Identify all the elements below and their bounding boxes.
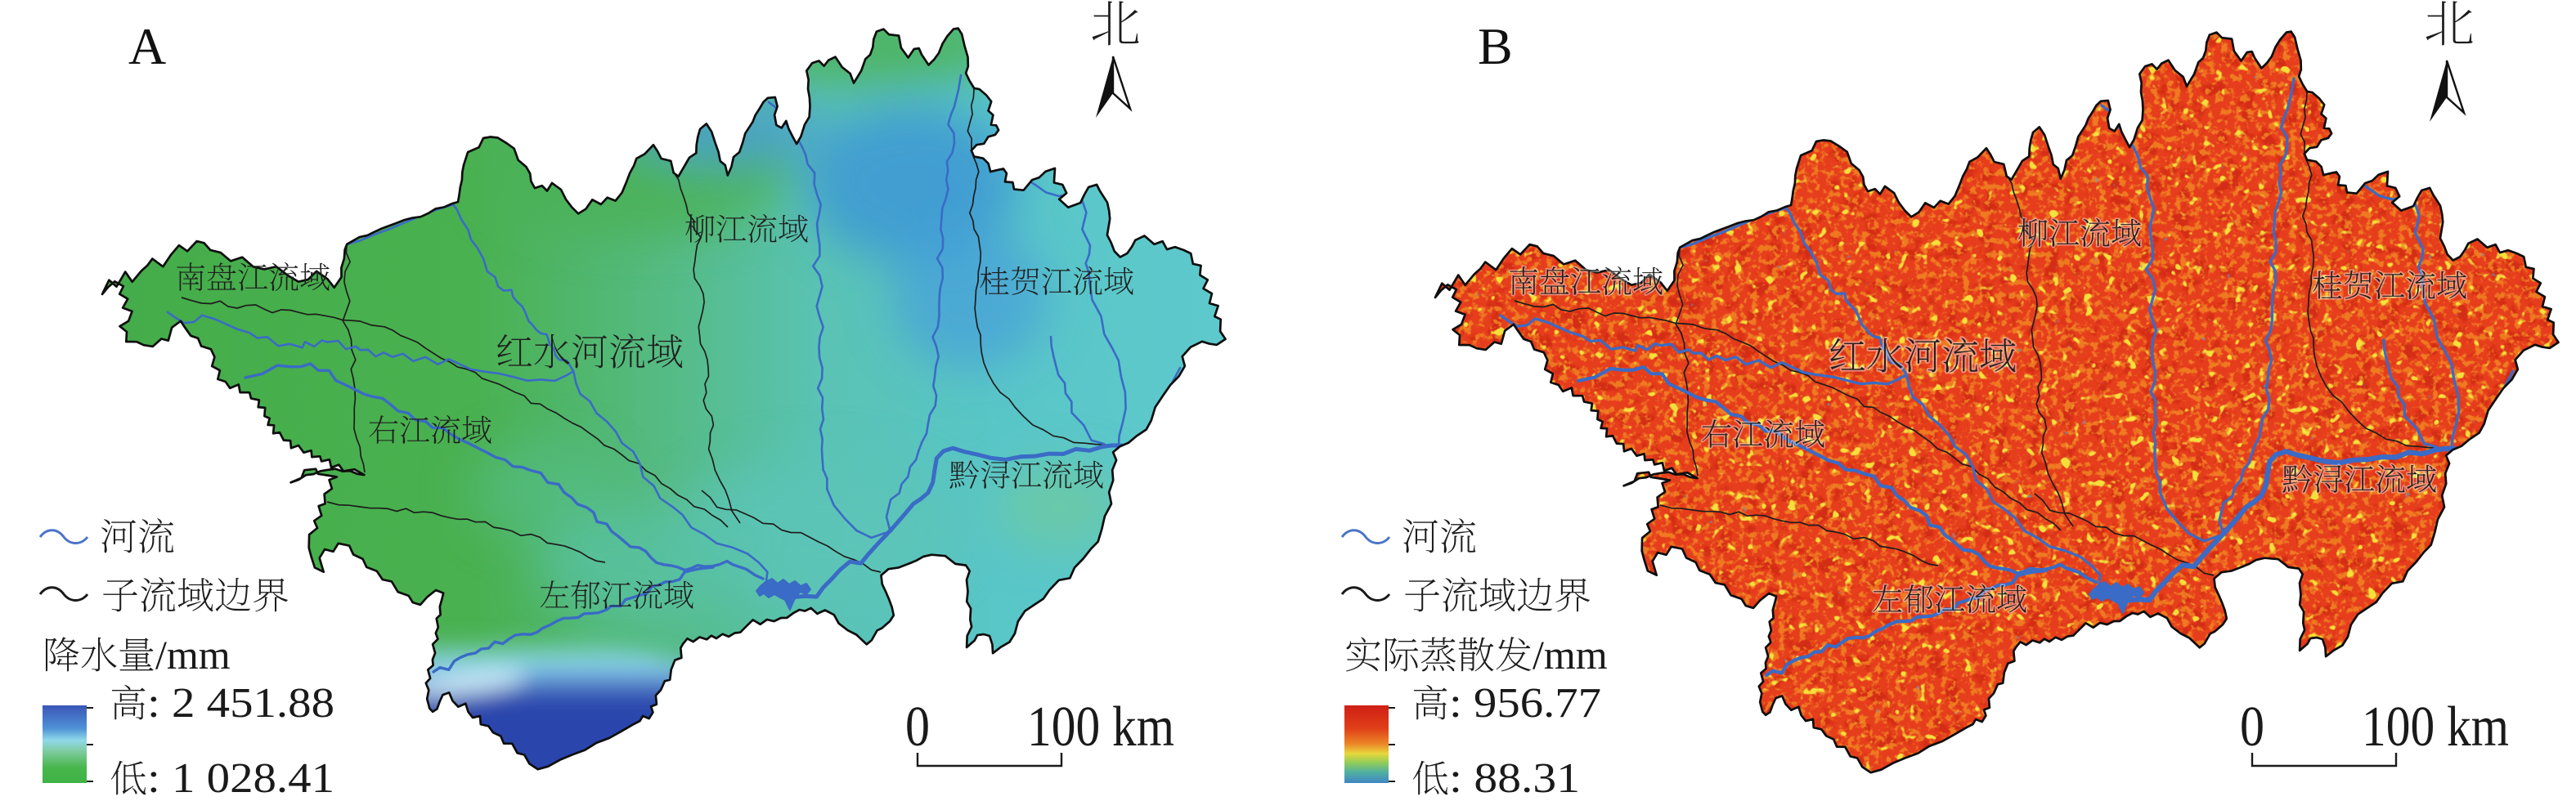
svg-text:A: A <box>128 17 166 75</box>
svg-text:: 956.77: : 956.77 <box>1449 680 1601 727</box>
svg-text:/mm: /mm <box>155 632 231 678</box>
svg-text:0: 0 <box>2240 696 2264 759</box>
svg-text:100 km: 100 km <box>2362 696 2509 759</box>
svg-text:: 88.31: : 88.31 <box>1449 755 1580 802</box>
svg-text:: 1 028.41: : 1 028.41 <box>147 755 334 802</box>
svg-text:B: B <box>1478 17 1513 75</box>
svg-text:: 2 451.88: : 2 451.88 <box>147 680 334 727</box>
svg-text:/mm: /mm <box>1533 632 1608 678</box>
svg-text:0: 0 <box>905 696 930 759</box>
svg-text:100 km: 100 km <box>1027 696 1174 759</box>
